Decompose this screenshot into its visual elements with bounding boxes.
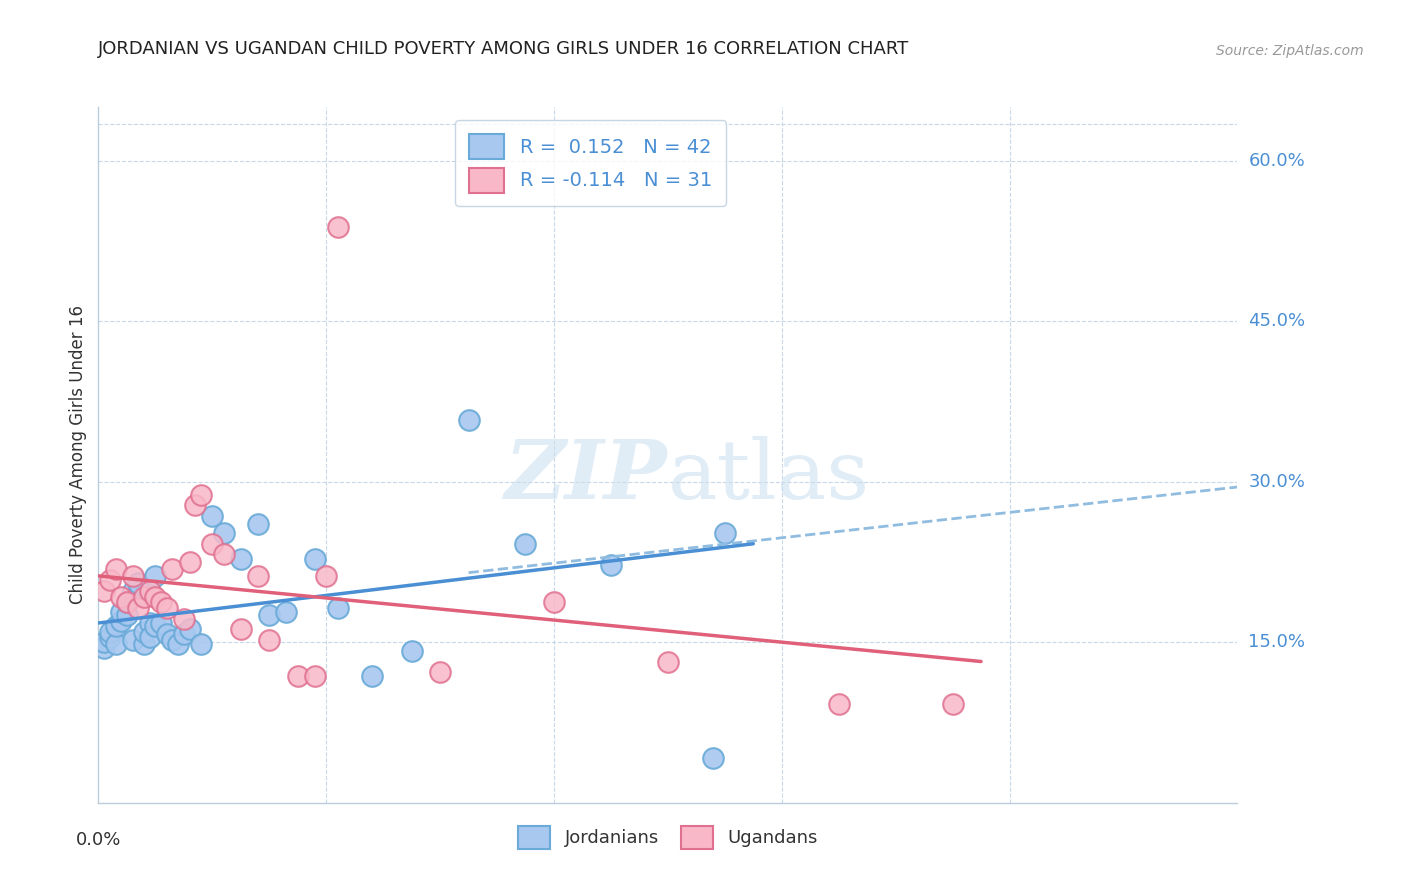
Point xyxy=(515,537,537,551)
Point xyxy=(179,555,201,569)
Point xyxy=(246,517,269,532)
Point xyxy=(401,644,423,658)
Point xyxy=(259,633,281,648)
Point xyxy=(115,594,138,608)
Point xyxy=(93,635,115,649)
Point xyxy=(184,498,207,512)
Point xyxy=(98,624,121,639)
Point xyxy=(156,601,179,615)
Point xyxy=(162,562,184,576)
Point xyxy=(98,630,121,644)
Text: Source: ZipAtlas.com: Source: ZipAtlas.com xyxy=(1216,44,1364,58)
Point xyxy=(190,637,212,651)
Point xyxy=(201,508,224,523)
Point xyxy=(115,594,138,608)
Point xyxy=(127,587,149,601)
Point xyxy=(104,562,127,576)
Point xyxy=(162,633,184,648)
Point xyxy=(138,615,160,630)
Point xyxy=(132,591,155,605)
Point xyxy=(150,594,173,608)
Point xyxy=(287,669,309,683)
Text: 60.0%: 60.0% xyxy=(1249,152,1305,169)
Text: atlas: atlas xyxy=(668,436,870,516)
Point xyxy=(121,583,143,598)
Point xyxy=(304,551,326,566)
Point xyxy=(104,637,127,651)
Point xyxy=(98,573,121,587)
Point xyxy=(179,623,201,637)
Point xyxy=(942,698,965,712)
Point xyxy=(110,614,132,628)
Point xyxy=(93,640,115,655)
Point xyxy=(457,412,479,426)
Point xyxy=(121,633,143,648)
Point xyxy=(246,569,269,583)
Point xyxy=(212,526,235,541)
Point xyxy=(145,619,167,633)
Point xyxy=(132,637,155,651)
Point xyxy=(145,591,167,605)
Text: JORDANIAN VS UGANDAN CHILD POVERTY AMONG GIRLS UNDER 16 CORRELATION CHART: JORDANIAN VS UGANDAN CHILD POVERTY AMONG… xyxy=(98,40,910,58)
Point xyxy=(326,601,349,615)
Y-axis label: Child Poverty Among Girls Under 16: Child Poverty Among Girls Under 16 xyxy=(69,305,87,605)
Point xyxy=(276,605,298,619)
Point xyxy=(127,601,149,615)
Legend: Jordanians, Ugandans: Jordanians, Ugandans xyxy=(510,819,825,856)
Point xyxy=(201,537,224,551)
Point xyxy=(132,624,155,639)
Point xyxy=(259,608,281,623)
Point xyxy=(156,626,179,640)
Point xyxy=(429,665,451,680)
Point xyxy=(229,623,252,637)
Point xyxy=(828,698,851,712)
Point xyxy=(714,526,737,541)
Point xyxy=(360,669,382,683)
Text: 45.0%: 45.0% xyxy=(1249,312,1306,330)
Point xyxy=(145,569,167,583)
Point xyxy=(304,669,326,683)
Point xyxy=(173,612,195,626)
Text: 30.0%: 30.0% xyxy=(1249,473,1305,491)
Point xyxy=(93,583,115,598)
Point xyxy=(190,487,212,501)
Point xyxy=(104,619,127,633)
Point xyxy=(167,637,190,651)
Point xyxy=(110,591,132,605)
Point xyxy=(115,608,138,623)
Point xyxy=(702,751,724,765)
Point xyxy=(127,576,149,591)
Text: 0.0%: 0.0% xyxy=(76,830,121,848)
Point xyxy=(657,655,679,669)
Point xyxy=(173,626,195,640)
Text: 15.0%: 15.0% xyxy=(1249,633,1305,651)
Point xyxy=(326,219,349,234)
Point xyxy=(121,569,143,583)
Point xyxy=(212,548,235,562)
Point xyxy=(110,605,132,619)
Point xyxy=(600,558,623,573)
Text: ZIP: ZIP xyxy=(505,436,668,516)
Point xyxy=(138,583,160,598)
Point xyxy=(543,594,565,608)
Point xyxy=(229,551,252,566)
Point xyxy=(150,615,173,630)
Point xyxy=(315,569,337,583)
Point xyxy=(138,630,160,644)
